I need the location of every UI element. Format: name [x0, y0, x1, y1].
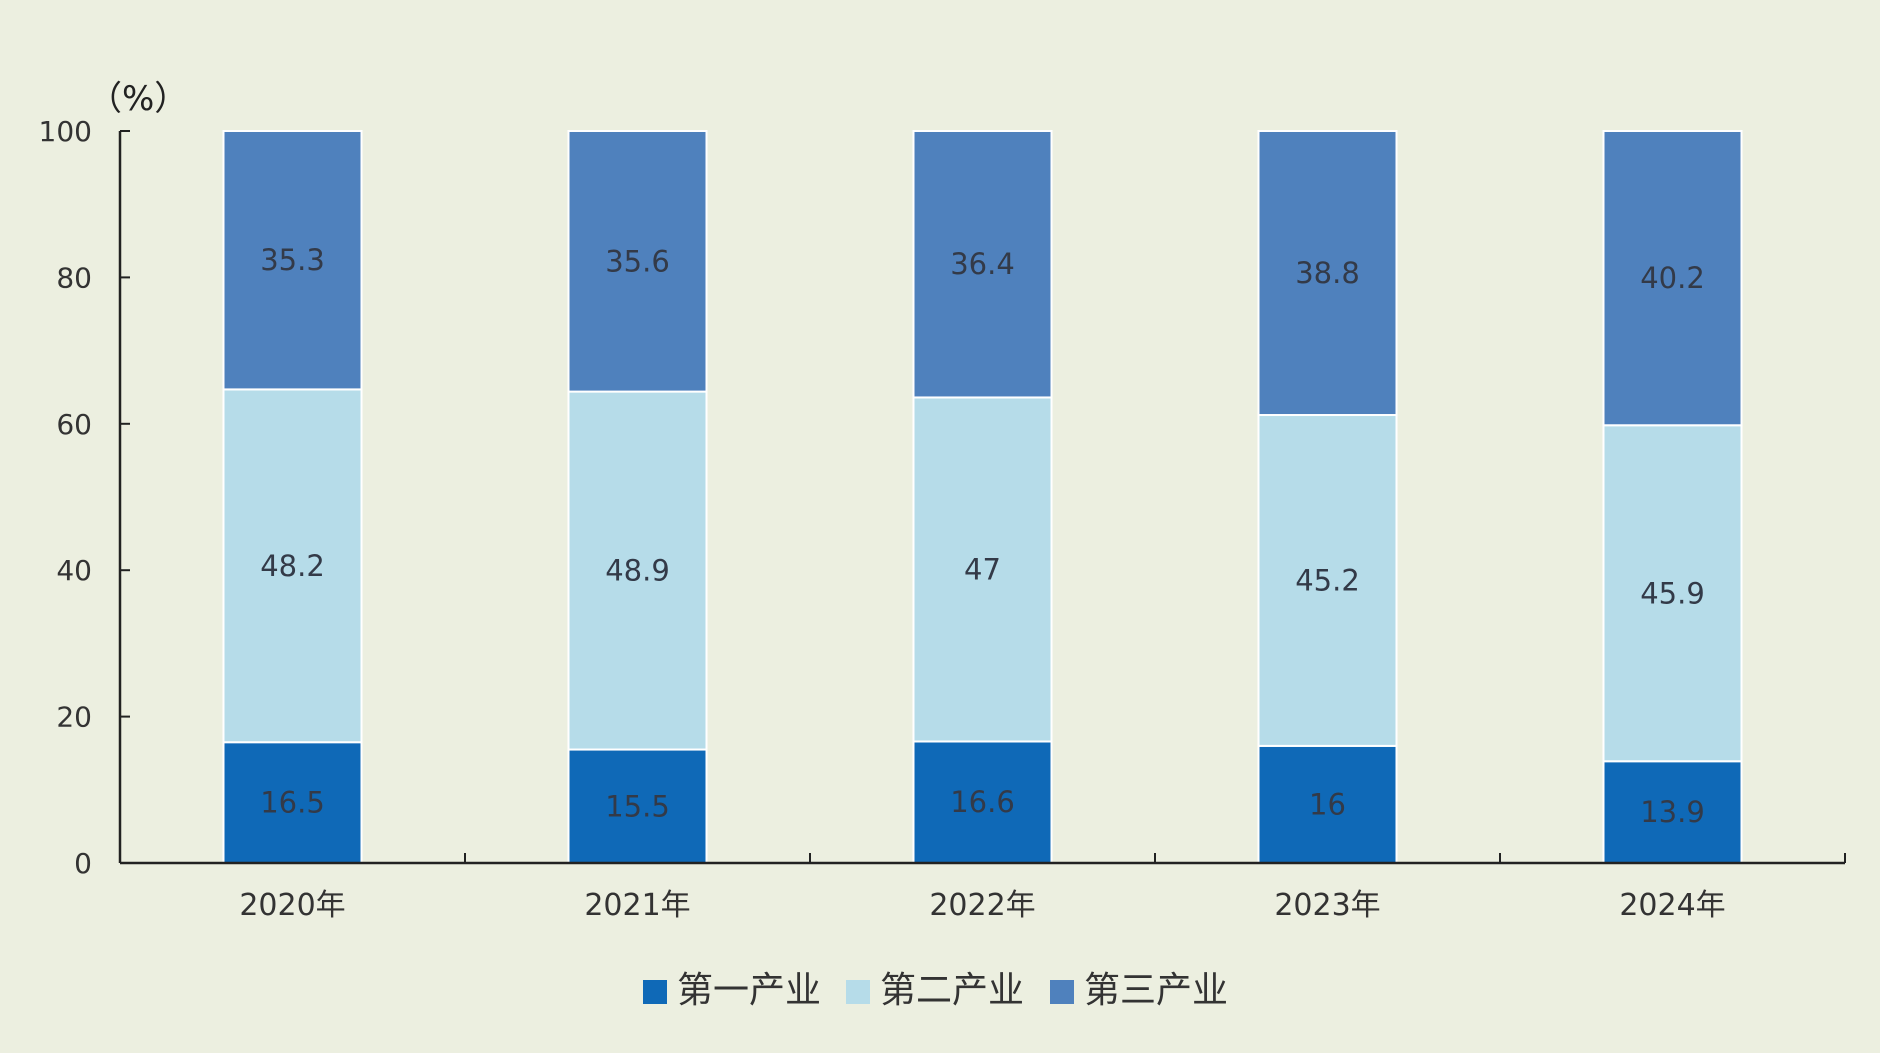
bar-segment [567, 130, 708, 393]
bar-segment [567, 748, 708, 864]
bar-segment [222, 130, 363, 391]
legend-label: 第一产业 [677, 970, 821, 1011]
x-tick-label: 2021年 [584, 888, 690, 923]
data-label: 35.3 [260, 243, 325, 277]
legend-swatch [1050, 980, 1074, 1004]
y-tick-label: 60 [56, 408, 92, 441]
data-label: 45.9 [1640, 576, 1705, 610]
bar-segment [912, 130, 1053, 399]
bar-segment [1257, 414, 1398, 747]
data-label: 36.4 [950, 247, 1015, 281]
y-unit-label: （%） [88, 79, 188, 119]
bar-segment [222, 388, 363, 744]
data-label: 38.8 [1295, 256, 1360, 290]
legend-label: 第二产业 [880, 970, 1024, 1011]
y-tick-label: 0 [74, 847, 92, 880]
x-tick-label: 2020年 [239, 888, 345, 923]
x-tick-label: 2023年 [1274, 888, 1380, 923]
bar-segment [1257, 744, 1398, 865]
data-label: 16 [1309, 787, 1346, 821]
legend-swatch [643, 980, 667, 1004]
y-tick-label: 100 [39, 115, 92, 148]
y-tick-label: 40 [56, 554, 92, 587]
data-label: 48.2 [260, 549, 325, 583]
bar-segment [567, 390, 708, 751]
legend: 第一产业 第二产业 第三产业 [643, 970, 1228, 1011]
data-label: 15.5 [605, 789, 670, 823]
x-tick-label: 2022年 [929, 888, 1035, 923]
data-label: 35.6 [605, 244, 670, 278]
data-label: 47 [964, 552, 1001, 586]
bar-segment [912, 396, 1053, 743]
axes-group: 2020年 2021年 2022年 2023年 2024年 0 20 40 60 80 100 [39, 115, 1846, 923]
data-label: 45.2 [1295, 563, 1360, 597]
y-tick-label: 80 [56, 261, 92, 294]
data-label: 40.2 [1640, 261, 1705, 295]
bar-segment [222, 741, 363, 864]
data-label: 16.5 [260, 786, 325, 820]
legend-label: 第三产业 [1084, 970, 1228, 1011]
bar-segment [1602, 130, 1743, 427]
x-tick-label: 2024年 [1619, 888, 1725, 923]
data-label: 16.6 [950, 785, 1015, 819]
legend-swatch [846, 980, 870, 1004]
data-label: 48.9 [605, 554, 670, 588]
bar-segment [1257, 130, 1398, 417]
bars-group: 16.5 48.2 35.3 15.5 48.9 35.6 16.6 47 36.4 16 45.2… [222, 130, 1743, 865]
data-label: 13.9 [1640, 795, 1705, 829]
y-tick-label: 20 [56, 701, 92, 734]
